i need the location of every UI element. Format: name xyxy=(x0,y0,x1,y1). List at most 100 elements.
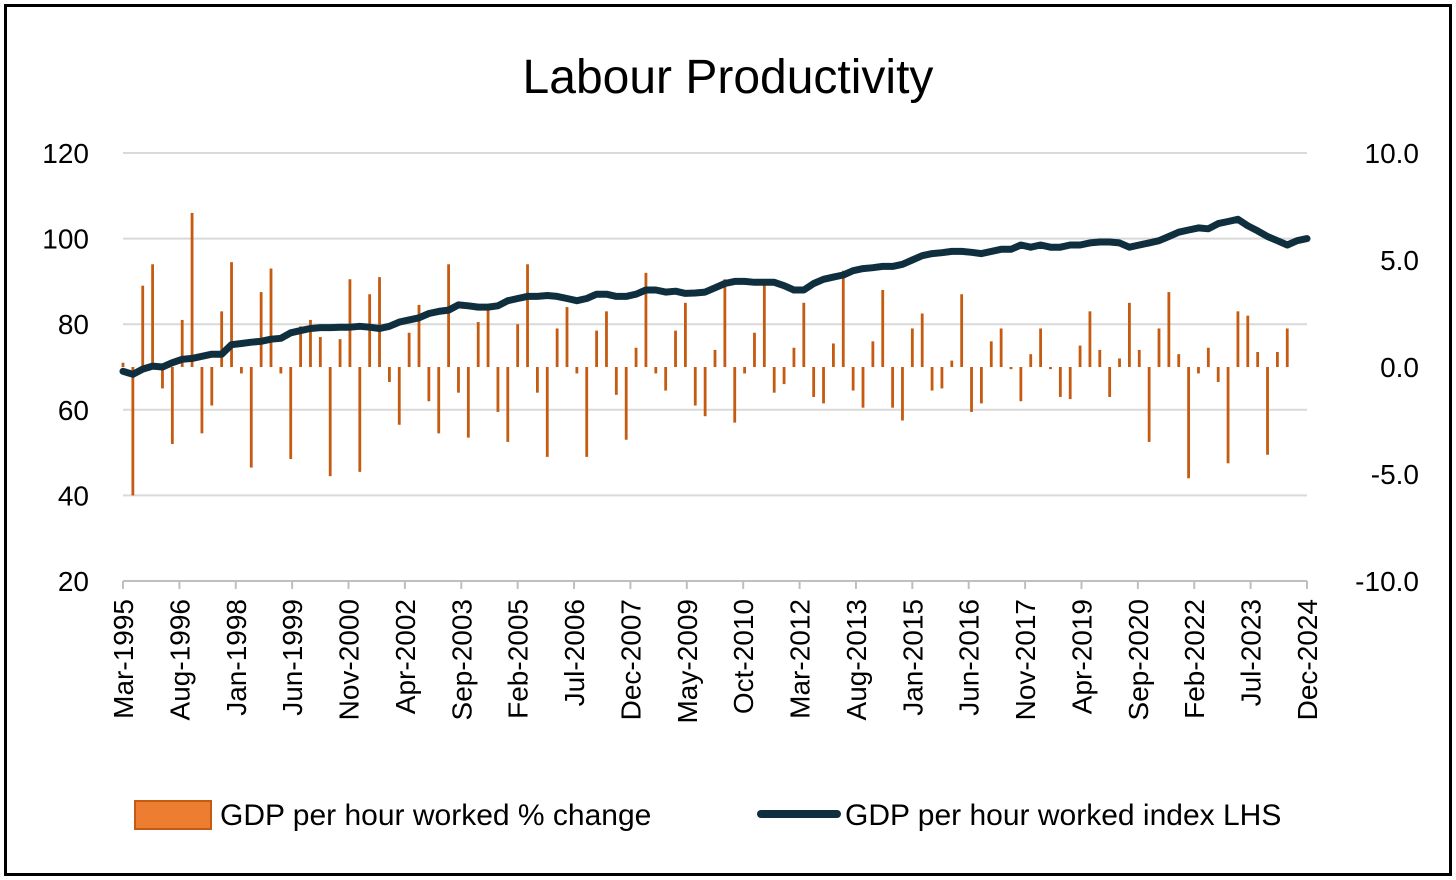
bar xyxy=(200,367,204,434)
bar xyxy=(1226,367,1230,464)
bar xyxy=(624,367,628,440)
bar xyxy=(378,277,381,367)
bar xyxy=(240,367,243,374)
bar xyxy=(753,332,756,367)
x-axis xyxy=(122,580,1308,589)
x-axis-tick-label: Sep-2003 xyxy=(446,599,477,720)
bar xyxy=(1246,315,1250,367)
bar xyxy=(960,294,964,367)
left-axis-tick-label: 100 xyxy=(42,224,89,255)
bar xyxy=(230,262,233,367)
bar xyxy=(851,367,855,391)
bar xyxy=(832,343,835,367)
bar xyxy=(131,367,135,496)
x-axis-tick-label: Aug-2013 xyxy=(841,599,872,720)
bar xyxy=(417,304,421,367)
bar xyxy=(565,307,569,367)
bar xyxy=(1266,367,1269,455)
bar xyxy=(1137,349,1141,367)
x-axis-tick-label: Nov-2000 xyxy=(334,599,365,720)
bar xyxy=(822,367,825,404)
bar xyxy=(743,367,746,374)
bar xyxy=(151,264,154,367)
bar xyxy=(141,285,145,367)
bar xyxy=(427,367,431,402)
bar xyxy=(289,367,293,460)
bar xyxy=(999,328,1003,367)
bar xyxy=(980,367,983,404)
bar xyxy=(812,367,816,397)
bar xyxy=(654,367,658,374)
bar xyxy=(1236,311,1240,367)
x-axis-tick-label: Apr-2002 xyxy=(390,599,421,714)
bar xyxy=(1197,367,1200,374)
bar xyxy=(210,367,214,406)
bar xyxy=(1039,328,1042,367)
x-axis-tick-label: Apr-2019 xyxy=(1067,599,1098,714)
bar xyxy=(940,367,944,389)
legend-label-line-series: GDP per hour worked index LHS xyxy=(845,799,1281,832)
bar xyxy=(1206,347,1210,367)
bar xyxy=(1078,345,1082,367)
bar xyxy=(1157,328,1161,367)
bar xyxy=(989,341,993,367)
bar xyxy=(693,367,697,406)
bar xyxy=(614,367,618,395)
x-axis-tick-label: Jun-1999 xyxy=(277,599,308,716)
x-axis-tick-label: Jan-2015 xyxy=(897,599,928,716)
index-line xyxy=(119,215,1311,378)
bar xyxy=(299,326,302,367)
left-axis-tick-label: 20 xyxy=(58,566,89,597)
bar xyxy=(1019,367,1023,402)
bar xyxy=(1147,367,1151,442)
x-axis-tick-label: Aug-1996 xyxy=(164,599,195,720)
bar xyxy=(496,367,500,412)
bar xyxy=(259,292,263,367)
labour-productivity-chart: Labour Productivity 20 40 60 80 100 120 -10.0… xyxy=(42,51,1419,832)
chart-title: Labour Productivity xyxy=(523,51,934,104)
x-axis-ticks: Mar-1995 Aug-1996 Jan-1998 Jun-1999 Nov-2000… xyxy=(108,599,1323,724)
bar xyxy=(1058,367,1062,397)
right-axis-tick-label: -5.0 xyxy=(1371,459,1419,490)
legend: GDP per hour worked % change GDP per hou… xyxy=(134,799,1281,832)
bar xyxy=(1029,354,1033,367)
bar xyxy=(476,322,480,367)
x-axis-tick-label: Oct-2010 xyxy=(728,599,759,714)
bar xyxy=(457,367,460,393)
bar xyxy=(792,347,796,367)
bar xyxy=(674,330,677,367)
bar xyxy=(1285,328,1289,367)
legend-label-bar-series: GDP per hour worked % change xyxy=(220,799,651,832)
bar xyxy=(1098,349,1102,367)
bar xyxy=(1177,354,1181,367)
bar xyxy=(318,337,322,367)
left-axis-tick-label: 80 xyxy=(58,309,89,340)
bar xyxy=(180,319,184,367)
bar xyxy=(644,272,648,367)
bar xyxy=(1256,352,1260,367)
bar xyxy=(664,367,668,391)
right-axis-ticks: -10.0 -5.0 0.0 5.0 10.0 xyxy=(1355,138,1419,597)
bar xyxy=(220,311,224,367)
bar xyxy=(891,367,894,408)
x-axis-tick-label: Feb-2022 xyxy=(1179,599,1210,719)
right-axis-tick-label: 5.0 xyxy=(1380,245,1419,276)
bar xyxy=(555,328,559,367)
bar xyxy=(1276,352,1279,367)
bar xyxy=(1108,367,1112,397)
x-axis-tick-label: Jul-2006 xyxy=(559,599,590,706)
bar xyxy=(338,339,342,367)
bar xyxy=(585,367,589,457)
bar xyxy=(841,270,845,367)
bar xyxy=(1049,367,1052,370)
bar xyxy=(861,367,865,408)
right-axis-tick-label: 0.0 xyxy=(1380,352,1419,383)
bar xyxy=(595,330,598,367)
line-series xyxy=(119,215,1311,378)
bar xyxy=(190,212,194,367)
bar xyxy=(1216,367,1220,382)
bar xyxy=(1187,367,1190,479)
bar xyxy=(1128,302,1131,367)
left-axis-ticks: 20 40 60 80 100 120 xyxy=(42,138,89,597)
bar-series xyxy=(121,212,1289,496)
